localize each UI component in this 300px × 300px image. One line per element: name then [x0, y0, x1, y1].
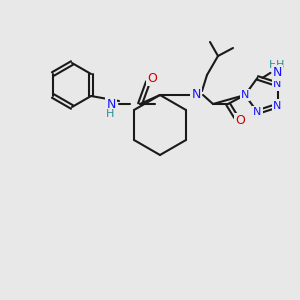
Text: H: H [269, 60, 278, 70]
Text: N: N [273, 80, 282, 89]
Text: O: O [147, 71, 157, 85]
Text: H: H [106, 109, 114, 119]
Text: N: N [241, 90, 249, 100]
Text: N: N [273, 66, 282, 80]
Text: N: N [253, 107, 262, 117]
Text: H: H [276, 60, 285, 70]
Text: N: N [106, 98, 116, 110]
Text: N: N [273, 100, 282, 111]
Text: O: O [235, 115, 245, 128]
Text: N: N [191, 88, 201, 101]
